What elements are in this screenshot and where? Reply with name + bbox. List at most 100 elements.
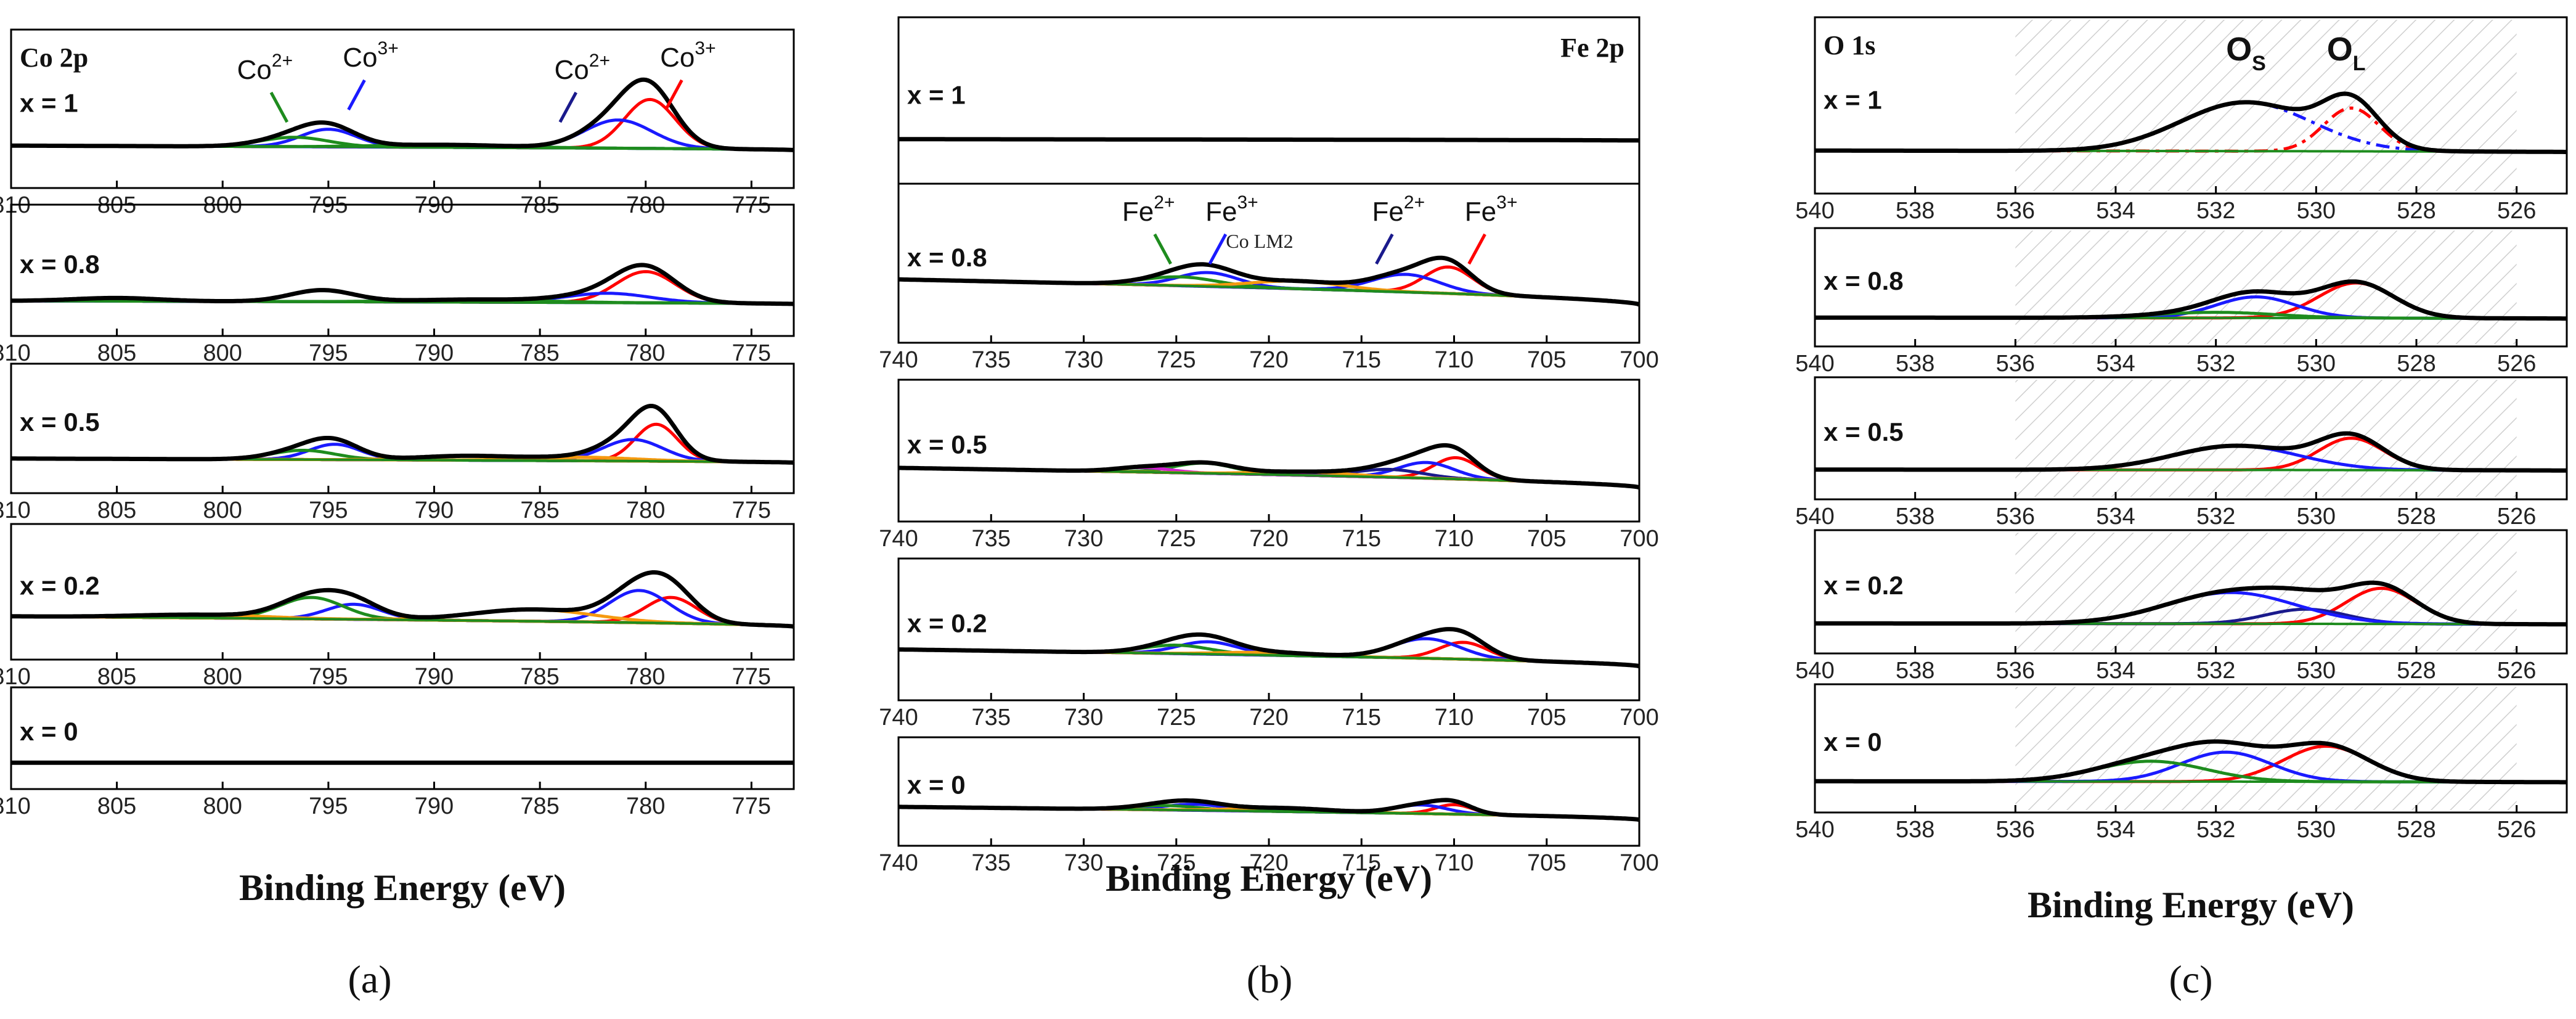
envelope-line (1815, 431, 2567, 473)
tick-label: 790 (415, 340, 454, 366)
tick-label: 538 (1896, 351, 1934, 377)
annotation-label: Fe3+ (1465, 192, 1518, 227)
tick-label: 526 (2497, 504, 2536, 530)
envelope-line (898, 627, 1640, 669)
tick-label: 710 (1435, 347, 1473, 373)
plot-frame (1814, 227, 2568, 348)
tick-label: 538 (1896, 658, 1934, 684)
tick-label: 730 (1064, 705, 1103, 730)
row-label: x = 0.8 (1824, 266, 1904, 295)
spectrum-row: x = 0.2 740 735 730 725 720 715 710 705 700 (879, 557, 1659, 730)
species-annotation: Fe3+ (1205, 192, 1258, 265)
plot-frame (10, 523, 795, 661)
envelope-line (1815, 739, 2567, 785)
tick-label: 538 (1896, 817, 1934, 843)
plot-frame (1814, 529, 2568, 655)
spectrum-row: x = 0.8 540 538 536 534 532 530 528 526 (1795, 227, 2568, 377)
tick-label: 715 (1342, 347, 1381, 373)
tick-label: 775 (732, 340, 771, 366)
row-label: x = 0.8 (907, 243, 987, 272)
spectrum-row: x = 0.2 810 805 800 795 790 785 780 775 (0, 523, 795, 690)
tick-label: 735 (972, 347, 1011, 373)
row-label: x = 0.5 (1824, 417, 1904, 446)
species-annotation: Fe3+ (1465, 192, 1518, 265)
plot-frame (10, 686, 795, 790)
tick-label: 720 (1249, 850, 1288, 876)
tick-label: 790 (415, 664, 454, 690)
species-annotation: Fe2+ (1372, 192, 1425, 265)
tick-label: 780 (626, 664, 665, 690)
tick-label: 790 (415, 497, 454, 523)
annotation-label: Fe3+ (1205, 192, 1258, 227)
tick-label: 534 (2096, 504, 2135, 530)
tick-label: 540 (1795, 351, 1834, 377)
tick-label: 810 (0, 497, 31, 523)
shaded-region (2015, 380, 2517, 497)
annotation-pointer (558, 91, 577, 123)
tick-label: 740 (879, 347, 918, 373)
tick-label: 528 (2397, 817, 2435, 843)
tick-label: 795 (309, 664, 348, 690)
row-label: x = 1 (907, 80, 966, 109)
tick-label: 800 (203, 664, 242, 690)
plot-frame (10, 203, 795, 337)
tick-label: 536 (1996, 817, 2035, 843)
tick-label: 528 (2397, 658, 2435, 684)
tick-label: 725 (1157, 526, 1196, 552)
plot-frame (897, 379, 1641, 523)
tick-label: 735 (972, 526, 1011, 552)
row-label: x = 0.2 (907, 609, 987, 638)
plot-frame (10, 362, 795, 494)
tick-label: 540 (1795, 817, 1834, 843)
tick-label: 528 (2397, 198, 2435, 224)
shaded-region (2015, 231, 2517, 344)
tick-label: 810 (0, 340, 31, 366)
row-label: x = 0 (907, 771, 966, 800)
species-annotation: Co3+ (660, 38, 716, 111)
tick-label: 725 (1157, 850, 1196, 876)
plot-frame (1814, 683, 2568, 814)
tick-label: 795 (309, 497, 348, 523)
tick-label: 790 (415, 793, 454, 819)
panel-c-o1s: x = 1 540 538 536 534 532 530 528 526 x = 0.8 540 5… (1795, 16, 2568, 1001)
envelope-line (899, 443, 1640, 490)
annotation-label: Co3+ (343, 38, 398, 73)
annotation-label: Fe2+ (1122, 192, 1175, 227)
spectrum-row: x = 1 540 538 536 534 532 530 528 526 (1795, 16, 2568, 224)
spectrum-row: x = 0.8 810 805 800 795 790 785 780 775 (0, 203, 795, 366)
row-label: x = 1 (20, 89, 78, 118)
panel-title: Fe 2p (1560, 33, 1624, 63)
tick-label: 530 (2297, 351, 2336, 377)
annotation-label: Co3+ (660, 38, 715, 73)
tick-label: 785 (520, 497, 559, 523)
tick-label: 538 (1896, 198, 1934, 224)
envelope-line (899, 798, 1640, 822)
species-annotation: Co3+ (343, 38, 399, 111)
tick-label: 700 (1620, 347, 1658, 373)
x-axis-label: Binding Energy (eV) (1106, 858, 1432, 899)
spectrum-row: x = 1 (897, 16, 1641, 185)
tick-label: 532 (2196, 658, 2235, 684)
tick-label: 540 (1795, 198, 1834, 224)
tick-label: 532 (2196, 198, 2235, 224)
tick-label: 528 (2397, 504, 2435, 530)
plot-frame (1814, 376, 2568, 501)
annotation-label: Co LM2 (1226, 230, 1293, 252)
annotation-pointer (1153, 233, 1172, 265)
tick-label: 720 (1249, 347, 1288, 373)
tick-label: 730 (1064, 526, 1103, 552)
x-axis-label: Binding Energy (eV) (239, 867, 566, 908)
tick-label: 785 (520, 664, 559, 690)
tick-label: 795 (309, 793, 348, 819)
panel-caption: (b) (1247, 957, 1293, 1001)
tick-label: 532 (2196, 817, 2235, 843)
tick-label: 710 (1435, 850, 1473, 876)
tick-label: 710 (1435, 705, 1473, 730)
tick-label: 530 (2297, 817, 2336, 843)
annotation-label: Co2+ (555, 51, 610, 85)
tick-label: 810 (0, 793, 31, 819)
spectrum-row: x = 0 810 805 800 795 790 785 780 775 (0, 686, 795, 819)
tick-label: 715 (1342, 850, 1381, 876)
tick-label: 700 (1620, 526, 1658, 552)
